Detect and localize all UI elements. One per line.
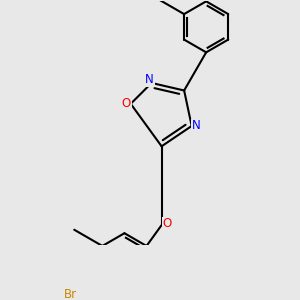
Text: N: N	[145, 73, 154, 86]
Text: O: O	[122, 97, 131, 110]
Text: N: N	[192, 119, 201, 133]
Text: O: O	[163, 218, 172, 230]
Text: Br: Br	[64, 288, 77, 300]
